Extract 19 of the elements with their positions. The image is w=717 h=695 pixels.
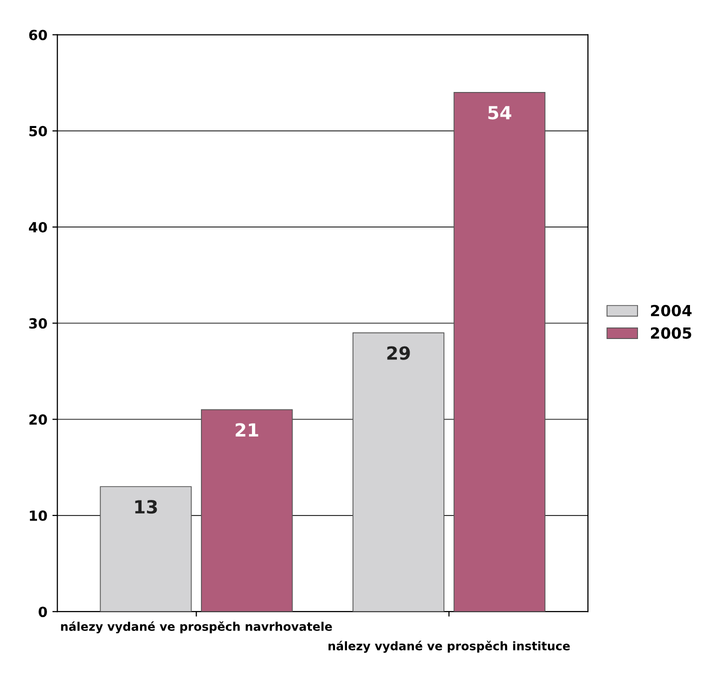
bar bbox=[454, 92, 546, 612]
y-tick-label: 20 bbox=[29, 414, 47, 425]
data-label: 29 bbox=[387, 346, 410, 360]
y-tick-label: 30 bbox=[29, 318, 47, 329]
x-tick-label: nálezy vydané ve prospěch navrhovatele bbox=[61, 621, 332, 634]
y-tick-label: 0 bbox=[38, 606, 47, 618]
data-label: 54 bbox=[488, 106, 512, 120]
x-tick-label: nálezy vydané ve prospěch instituce bbox=[328, 640, 570, 653]
legend-label: 2005 bbox=[650, 327, 692, 339]
legend-label: 2004 bbox=[650, 304, 692, 316]
y-tick-label: 40 bbox=[28, 222, 47, 233]
bar bbox=[200, 409, 293, 612]
y-tick-label: 60 bbox=[29, 30, 47, 40]
bar bbox=[100, 486, 192, 612]
y-tick-label: 50 bbox=[29, 126, 47, 136]
data-label: 21 bbox=[236, 423, 258, 437]
y-tick-label: 10 bbox=[30, 510, 47, 521]
data-label: 13 bbox=[135, 500, 157, 514]
bar bbox=[352, 332, 444, 612]
